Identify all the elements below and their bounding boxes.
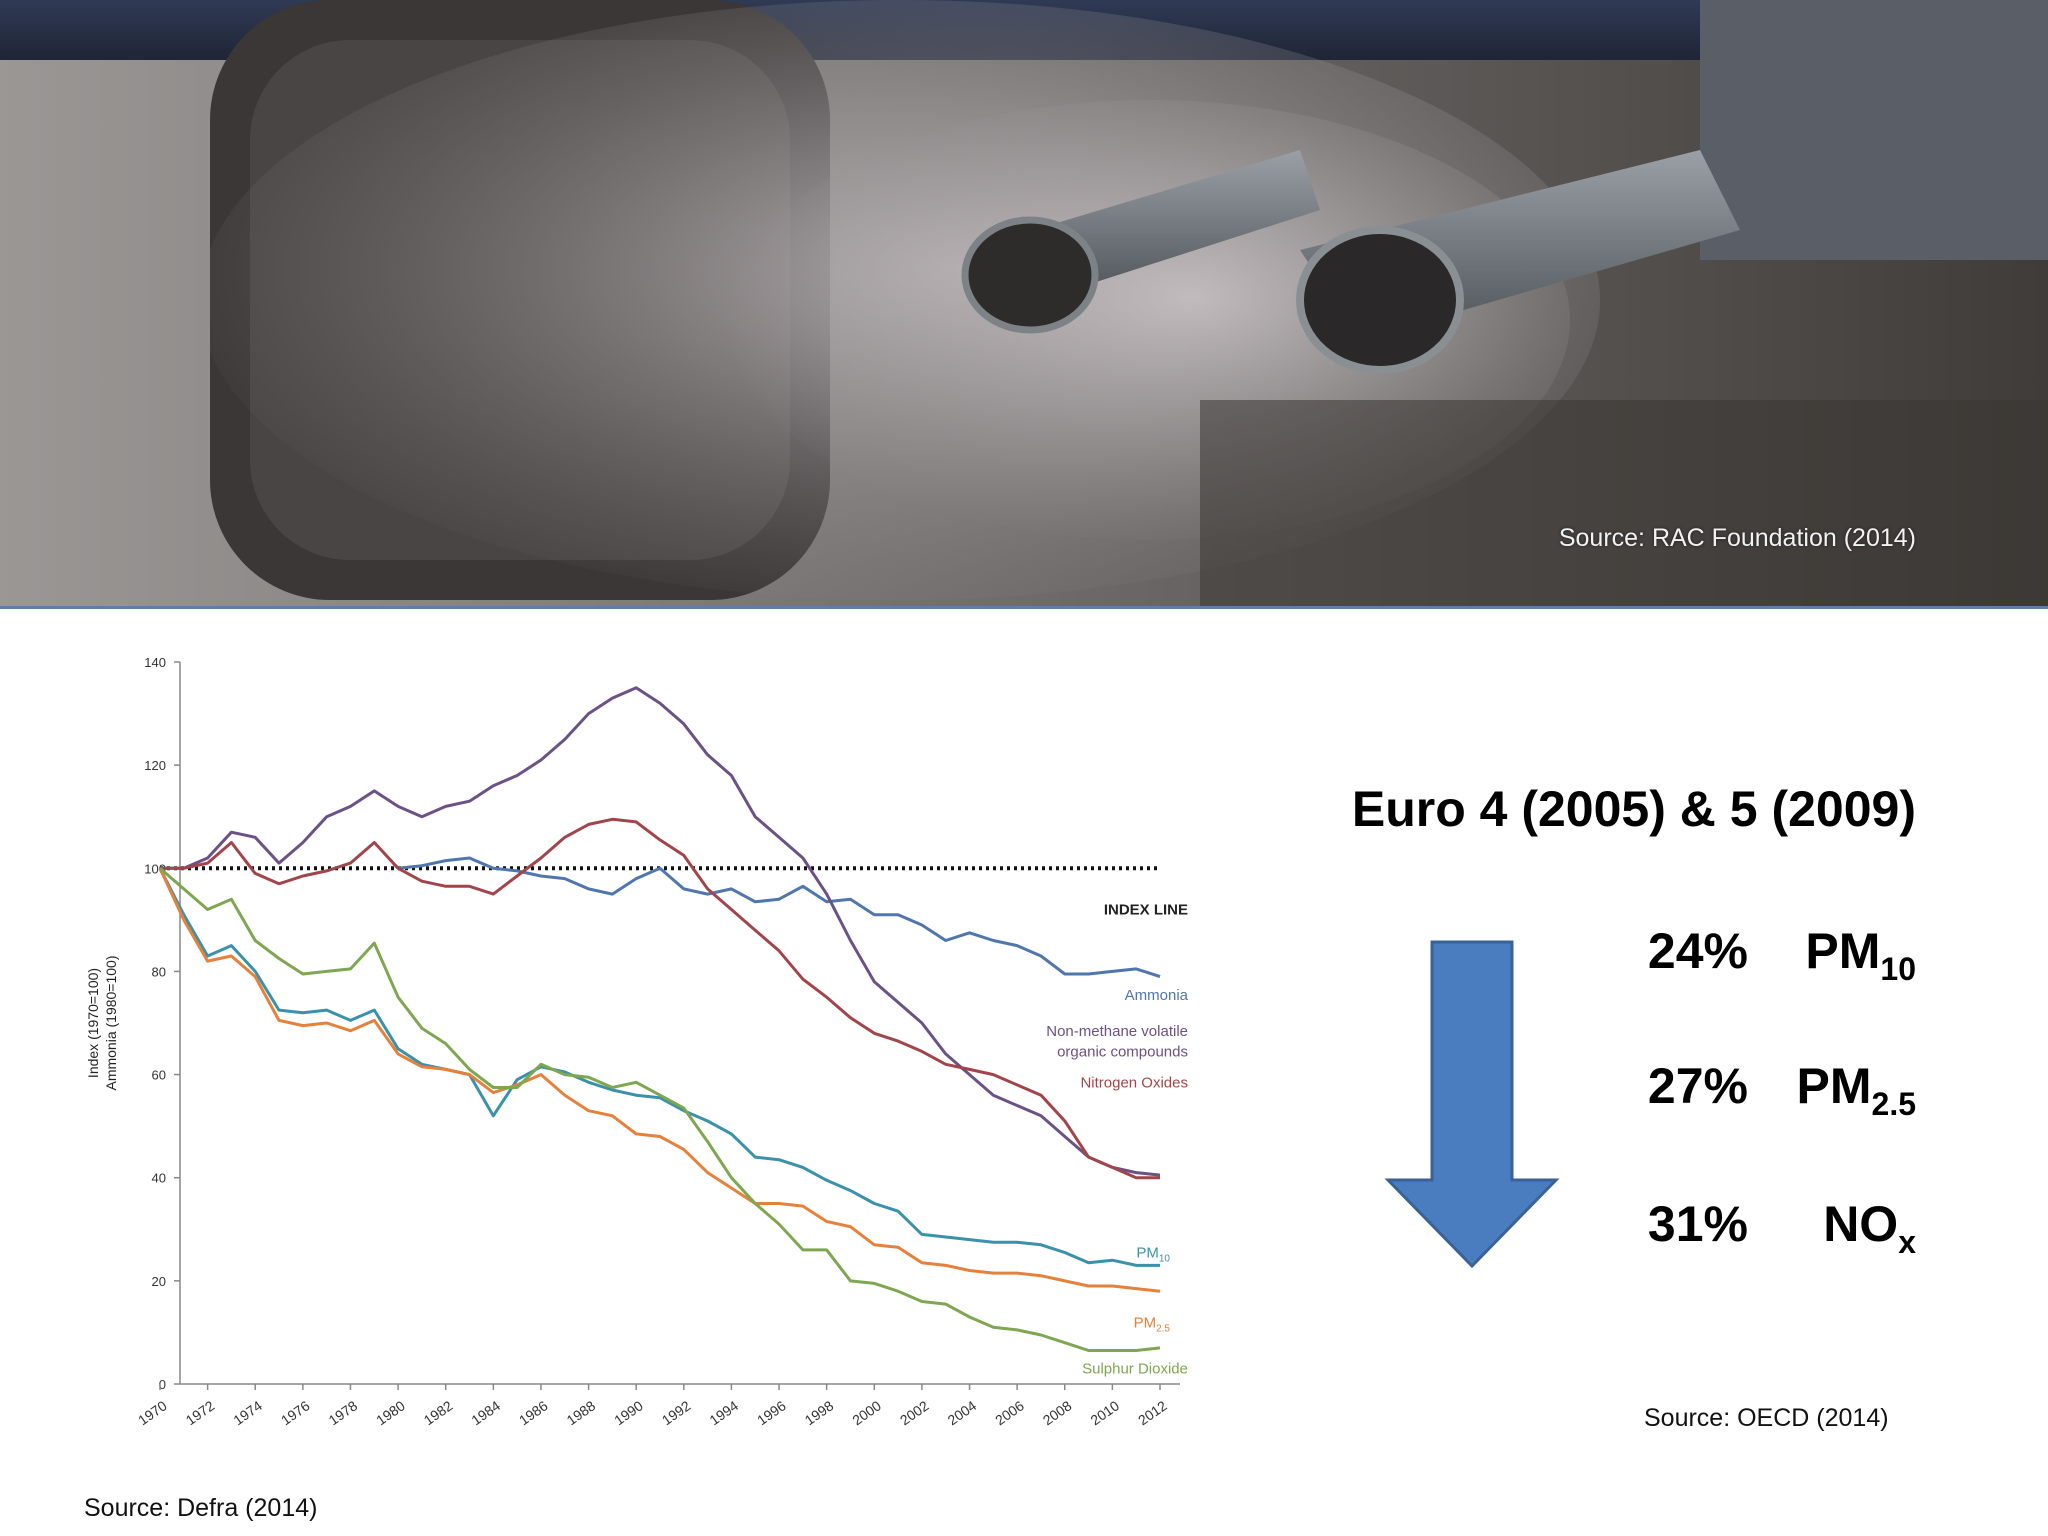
y-tick-label: 60 <box>152 1068 166 1083</box>
x-tick-label: 1970 <box>135 1397 170 1428</box>
series-line-nmvoc <box>160 686 1161 1177</box>
x-tick-label: 1972 <box>183 1397 218 1428</box>
stat-pm25-percent: 27% <box>1647 1058 1748 1114</box>
photo-source-caption: Source: RAC Foundation (2014) <box>1558 524 1916 552</box>
x-tick-label: 1978 <box>325 1397 360 1428</box>
oecd-source-caption: Source: OECD (2014) <box>1644 1404 1889 1432</box>
y-tick-label: 20 <box>152 1274 166 1289</box>
euro-standards-headline: Euro 4 (2005) & 5 (2009) <box>1351 781 1916 837</box>
x-tick-label: 1992 <box>659 1397 694 1428</box>
x-tick-label: 2012 <box>1135 1397 1170 1428</box>
series-label-nox: Nitrogen Oxides <box>1080 1074 1188 1091</box>
x-tick-label: 1988 <box>564 1397 599 1428</box>
stat-pm10-name: PM10 <box>1805 923 1916 987</box>
index-line-label: INDEX LINE <box>1104 902 1188 919</box>
exhaust-photo <box>0 0 2048 606</box>
series-label-nmvoc: Non-methane volatile <box>1046 1023 1188 1040</box>
x-tick-label: 1982 <box>421 1397 456 1428</box>
series-label-so2: Sulphur Dioxide <box>1082 1361 1188 1378</box>
series-label-nmvoc: organic compounds <box>1057 1044 1188 1061</box>
series-line-so2 <box>159 867 1161 1352</box>
x-tick-label: 1984 <box>468 1397 503 1428</box>
stat-nox-percent: 31% <box>1647 1196 1748 1252</box>
chart-series-lines <box>158 686 1161 1352</box>
stat-nox-name: NOx <box>1823 1196 1916 1260</box>
y-axis-label-line2: Ammonia (1980=100) <box>103 955 119 1090</box>
x-tick-label: 1998 <box>802 1397 837 1428</box>
series-line-nox <box>160 817 1160 1180</box>
series-line-pm25 <box>158 867 1161 1293</box>
x-tick-label: 1976 <box>278 1397 313 1428</box>
x-tick-label: 1996 <box>754 1397 789 1428</box>
x-tick-label: 1986 <box>516 1397 551 1428</box>
chart-source-caption: Source: Defra (2014) <box>84 1494 318 1522</box>
series-line-ammonia <box>397 856 1161 979</box>
emissions-line-chart: Index (1970=100) Ammonia (1980=100) 0 20 40… <box>85 655 1189 1428</box>
x-tick-label: 2006 <box>992 1397 1027 1428</box>
series-line-pm10 <box>158 867 1160 1267</box>
y-axis-label-line1: Index (1970=100) <box>85 968 101 1078</box>
chart-series-labels: INDEX LINE Ammonia Non-methane volatile org… <box>1046 902 1188 1378</box>
stat-pm10-percent: 24% <box>1647 923 1748 979</box>
photo-divider <box>0 606 2048 609</box>
x-tick-label: 1990 <box>611 1397 646 1428</box>
x-tick-label: 1980 <box>373 1397 408 1428</box>
x-tick-label: 2004 <box>945 1397 980 1428</box>
y-tick-label: 140 <box>144 655 166 670</box>
series-label-pm25: PM2.5 <box>1134 1314 1171 1334</box>
y-tick-label: 120 <box>144 758 166 773</box>
x-tick-label: 2008 <box>1040 1397 1075 1428</box>
chart-axes: Index (1970=100) Ammonia (1980=100) <box>85 662 1180 1385</box>
series-label-pm10: PM10 <box>1136 1245 1170 1265</box>
y-tick-label: 80 <box>152 964 166 979</box>
down-arrow-icon <box>1384 940 1560 1269</box>
series-label-ammonia: Ammonia <box>1125 987 1189 1004</box>
x-tick-label: 2010 <box>1087 1397 1122 1428</box>
y-tick-label: 0 <box>159 1377 166 1392</box>
stat-pm25-name: PM2.5 <box>1796 1058 1916 1122</box>
x-tick-label: 2000 <box>849 1397 884 1428</box>
x-tick-label: 1994 <box>706 1397 741 1428</box>
x-tick-label: 2002 <box>897 1397 932 1428</box>
x-tick-label: 1974 <box>230 1397 265 1428</box>
y-tick-label: 40 <box>152 1171 166 1186</box>
